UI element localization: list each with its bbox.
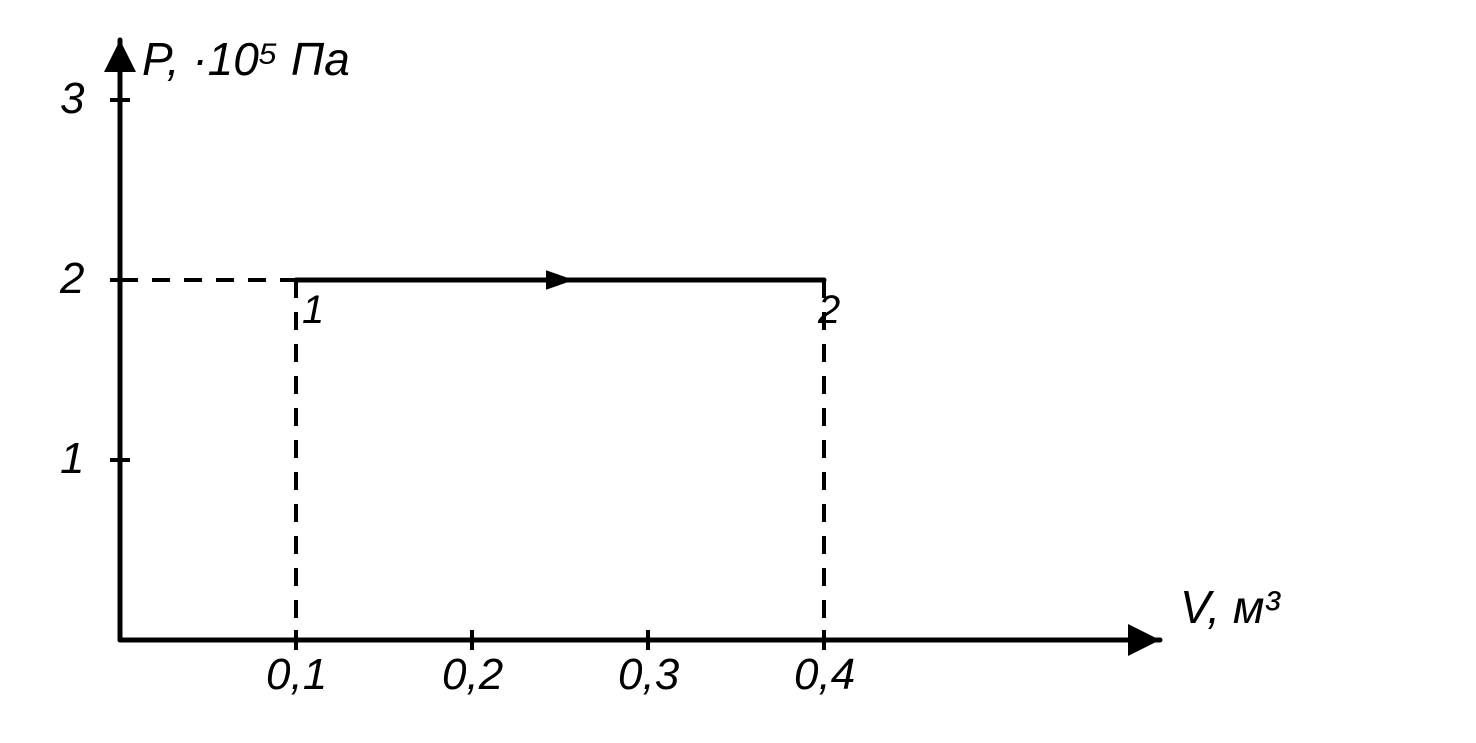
x-tick-label: 0,4 (794, 650, 855, 700)
x-tick-label: 0,2 (442, 650, 503, 700)
y-tick-label: 2 (60, 254, 84, 304)
x-tick-label: 0,1 (266, 650, 327, 700)
point-label-1: 1 (302, 288, 324, 333)
y-axis-title: P, ·10⁵ Па (142, 32, 350, 86)
y-tick-label: 3 (60, 74, 84, 124)
y-tick-label: 1 (60, 434, 84, 484)
x-tick-label: 0,3 (618, 650, 679, 700)
point-label-2: 2 (818, 288, 840, 333)
pv-diagram: { "chart": { "type": "line", "background… (0, 0, 1476, 743)
x-axis-title: V, м³ (1180, 580, 1280, 634)
